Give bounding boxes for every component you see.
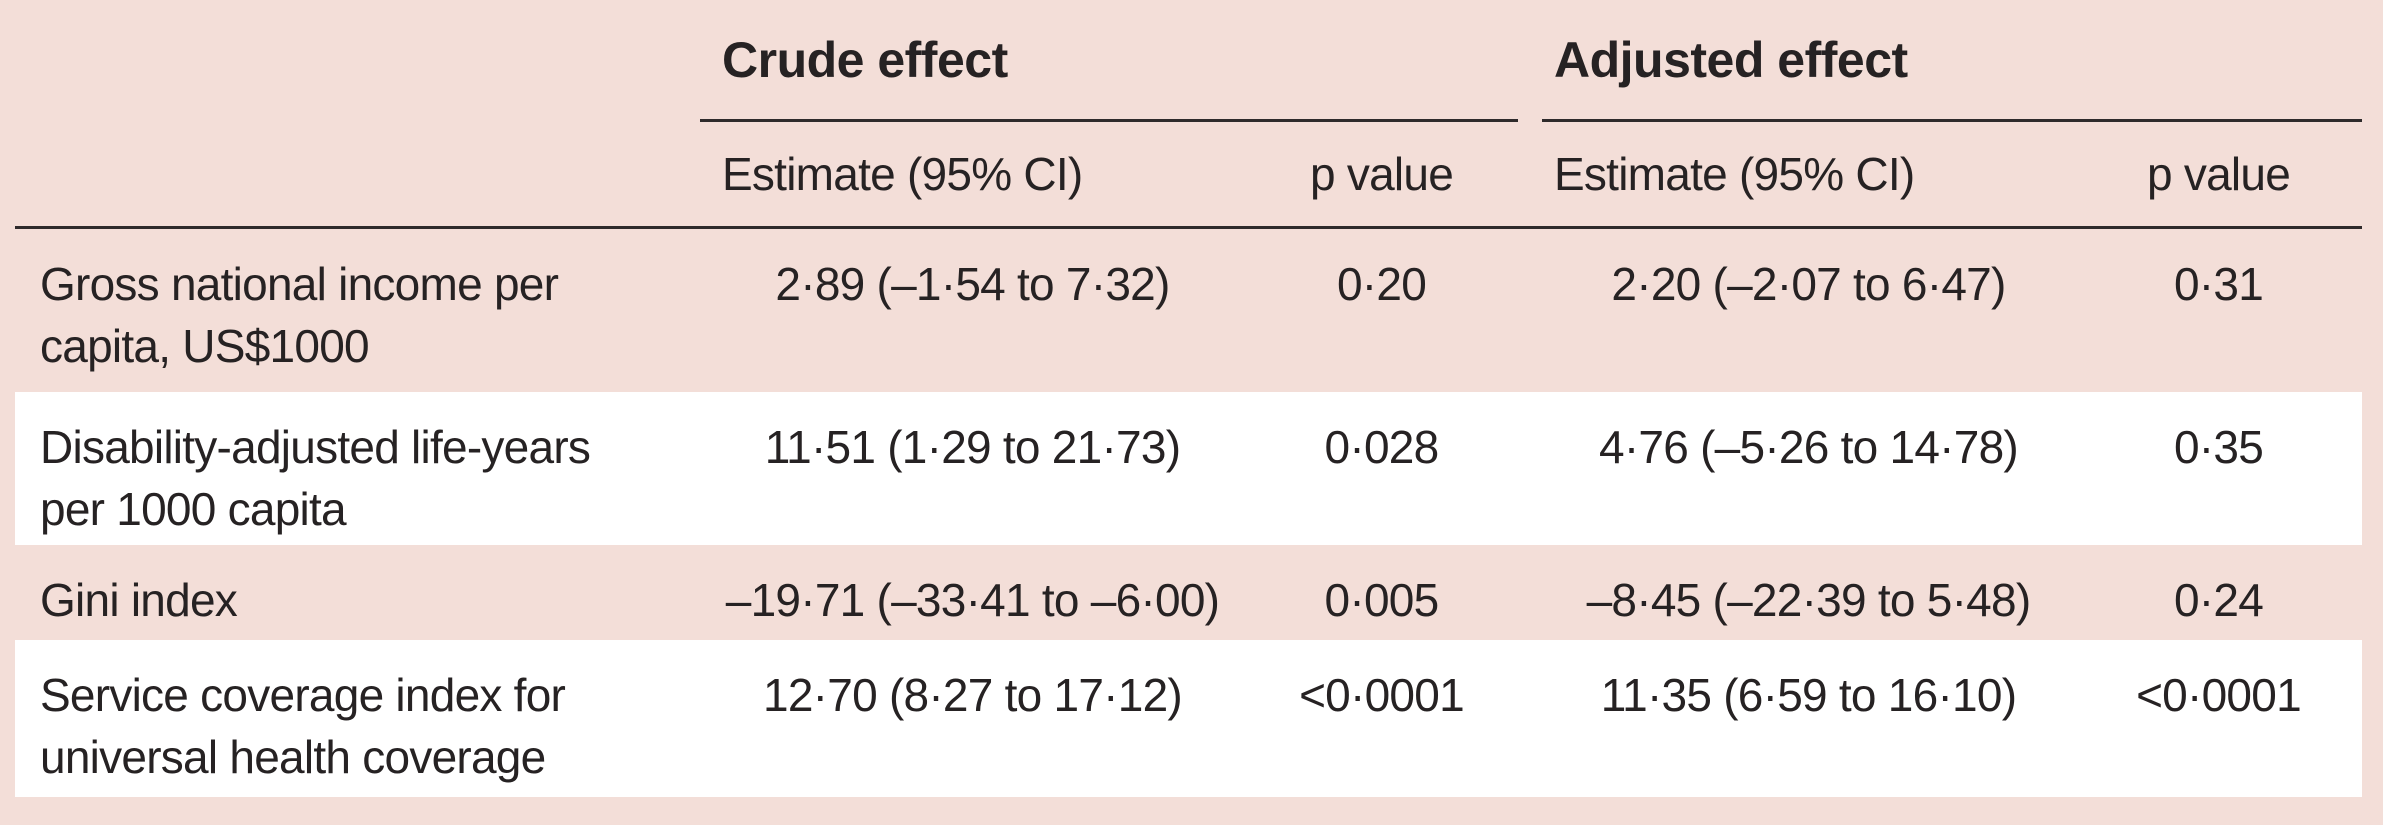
col-header-crude-p-value: p value <box>1309 148 1454 200</box>
group-header-spacer <box>15 0 700 122</box>
group-header-row: Crude effect Adjusted effect <box>15 0 2362 122</box>
crude-p-cell: 0·028 <box>1324 421 1440 473</box>
row-label: Disability-adjusted life-years per 1000 … <box>40 421 591 535</box>
table-row: Service coverage index for universal hea… <box>15 640 2362 797</box>
table-row: Gini index –19·71 (–33·41 to –6·00) 0·00… <box>15 545 2362 640</box>
crude-estimate-cell: 12·70 (8·27 to 17·12) <box>763 669 1183 721</box>
group-header-adjusted-effect: Adjusted effect <box>1542 0 2362 122</box>
table-row: Disability-adjusted life-years per 1000 … <box>15 392 2362 545</box>
adjusted-estimate-cell: 2·20 (–2·07 to 6·47) <box>1611 258 2006 310</box>
group-header-crude-effect: Crude effect <box>700 0 1518 122</box>
table-row: Gross national income per capita, US$100… <box>15 229 2362 392</box>
adjusted-p-cell: 0·24 <box>2173 574 2264 626</box>
sub-header-spacer <box>15 122 700 226</box>
statistics-table: Crude effect Adjusted effect Estimate (9… <box>15 0 2362 797</box>
adjusted-estimate-cell: 4·76 (–5·26 to 14·78) <box>1599 421 2019 473</box>
crude-estimate-cell: –19·71 (–33·41 to –6·00) <box>725 574 1220 626</box>
sub-header-gap <box>1518 122 1542 226</box>
group-gap <box>1518 0 1542 122</box>
row-label: Gross national income per capita, US$100… <box>40 258 559 372</box>
adjusted-p-cell: 0·35 <box>2173 421 2264 473</box>
crude-estimate-cell: 2·89 (–1·54 to 7·32) <box>775 258 1170 310</box>
adjusted-estimate-cell: 11·35 (6·59 to 16·10) <box>1600 669 2017 721</box>
adjusted-estimate-cell: –8·45 (–22·39 to 5·48) <box>1586 574 2032 626</box>
col-header-crude-estimate: Estimate (95% CI) <box>722 148 1083 200</box>
crude-estimate-cell: 11·51 (1·29 to 21·73) <box>764 421 1181 473</box>
crude-p-cell: <0·0001 <box>1299 669 1465 721</box>
col-header-adjusted-p-value: p value <box>2146 148 2291 200</box>
col-header-adjusted-estimate: Estimate (95% CI) <box>1554 148 1915 200</box>
table-header: Crude effect Adjusted effect Estimate (9… <box>15 0 2362 229</box>
row-label: Gini index <box>40 574 238 626</box>
crude-p-cell: 0·005 <box>1324 574 1440 626</box>
adjusted-p-cell: <0·0001 <box>2136 669 2302 721</box>
crude-p-cell: 0·20 <box>1336 258 1427 310</box>
row-label: Service coverage index for universal hea… <box>40 669 566 783</box>
adjusted-p-cell: 0·31 <box>2173 258 2264 310</box>
sub-header-row: Estimate (95% CI) p value Estimate (95% … <box>15 122 2362 226</box>
